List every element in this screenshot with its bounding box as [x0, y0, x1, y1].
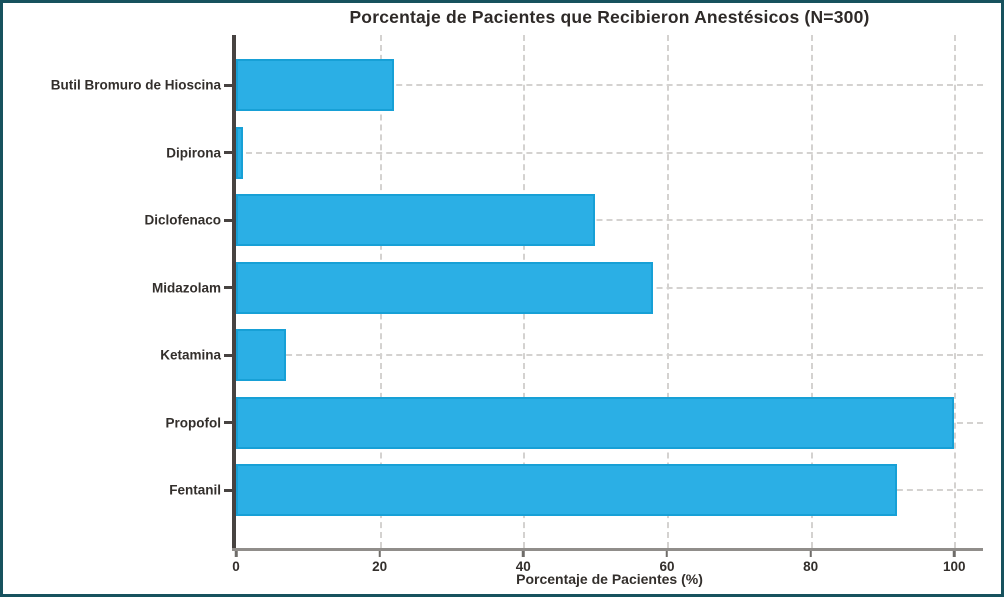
x-tick-mark [953, 551, 956, 557]
x-tick-mark [522, 551, 525, 557]
horizontal-gridline [236, 219, 983, 221]
x-tick-mark [234, 551, 238, 557]
x-tick-label: 0 [232, 559, 240, 574]
category-label: Dipirona [166, 145, 221, 160]
x-tick-mark [378, 551, 381, 557]
bar [236, 194, 596, 246]
bar [236, 396, 955, 449]
vertical-gridline [666, 35, 669, 548]
y-tick-mark [224, 488, 232, 492]
y-tick-mark [224, 218, 232, 222]
x-tick-mark [665, 551, 669, 557]
x-tick-label: 100 [943, 559, 966, 574]
horizontal-gridline [236, 151, 983, 154]
vertical-gridline [810, 35, 813, 548]
category-label: Diclofenaco [144, 212, 221, 228]
category-label: Ketamina [160, 347, 221, 363]
chart-title: Porcentaje de Pacientes que Recibieron A… [349, 7, 870, 27]
bar [236, 261, 653, 314]
vertical-gridline [954, 35, 957, 548]
y-tick-mark [224, 421, 232, 424]
x-tick-mark [809, 551, 812, 557]
horizontal-gridline [236, 84, 983, 86]
category-label: Midazolam [151, 280, 221, 295]
x-tick-label: 60 [659, 559, 675, 574]
bar [236, 329, 287, 381]
x-tick-label: 80 [803, 559, 819, 574]
x-tick-label: 20 [372, 559, 388, 574]
bar [236, 59, 395, 111]
y-tick-mark [224, 353, 232, 357]
y-tick-mark [224, 83, 232, 87]
y-axis-spine [232, 35, 236, 551]
category-label: Propofol [165, 415, 222, 430]
x-tick-label: 40 [515, 559, 531, 574]
category-label: Butil Bromuro de Hioscina [50, 77, 221, 93]
plot-area: 0 20 40 60 80 100 Butil Bromuro de Hioscina Dip… [51, 35, 983, 574]
bar [236, 126, 244, 179]
category-label: Fentanil [169, 482, 221, 498]
x-axis-spine [232, 548, 983, 551]
y-tick-mark [224, 286, 232, 289]
bar [236, 464, 897, 516]
horizontal-gridline [236, 354, 983, 356]
x-axis-label: Porcentaje de Pacientes (%) [516, 571, 703, 587]
y-tick-mark [224, 151, 232, 154]
